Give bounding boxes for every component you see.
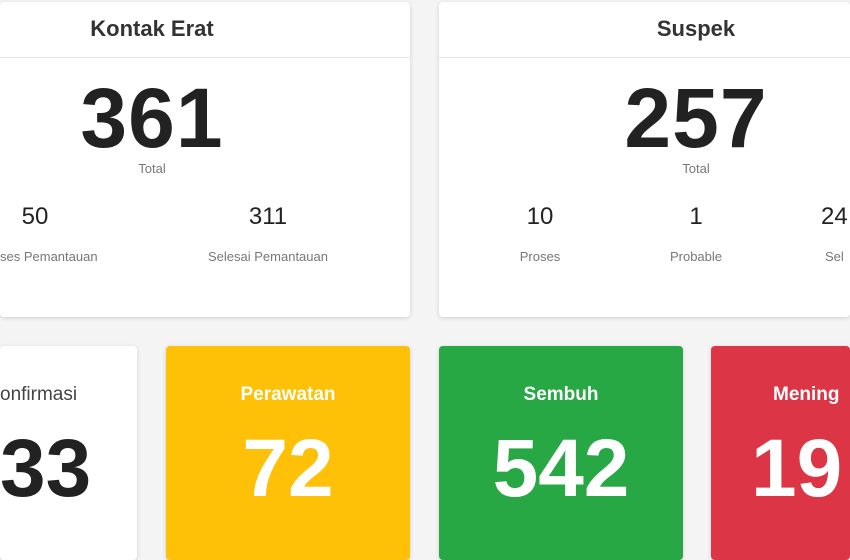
card-title: Kontak Erat [90,16,214,41]
total-value: 361 [80,71,224,165]
suspek-card: Suspek 257 Total 10 Proses 1 Probable 24… [439,2,850,317]
stat-label: ses Pemantauan [0,249,98,264]
summary-value: 19 [751,423,843,514]
sembuh-card: Sembuh 542 [439,346,683,560]
total-label: Total [138,161,166,176]
summary-label: onfirmasi [0,384,78,405]
total-value: 257 [624,71,768,165]
summary-value: 72 [242,423,334,514]
card-title: Suspek [656,16,736,41]
summary-label: Perawatan [240,384,336,405]
summary-value: 542 [492,423,630,514]
stat-value: 24 [821,203,848,230]
stat-value: 311 [248,203,288,230]
card-header [0,2,410,58]
stat-value: 50 [21,203,49,230]
stat-label: Sel [825,249,844,264]
summary-label: Mening [773,384,840,405]
stat-label: Proses [519,249,561,264]
konfirmasi-card: onfirmasi 33 [0,346,137,560]
meninggal-card: Mening 19 [711,346,850,560]
stat-value: 1 [689,203,703,230]
perawatan-card: Perawatan 72 [166,346,410,560]
stat-label: Selesai Pemantauan [208,249,328,264]
stat-value: 10 [526,203,554,230]
stat-label: Probable [669,249,723,264]
summary-label: Sembuh [523,384,599,405]
kontak-erat-card: Kontak Erat 361 Total 50 ses Pemantauan … [0,2,410,317]
total-label: Total [682,161,710,176]
card-header [439,2,850,58]
summary-value: 33 [0,423,92,514]
